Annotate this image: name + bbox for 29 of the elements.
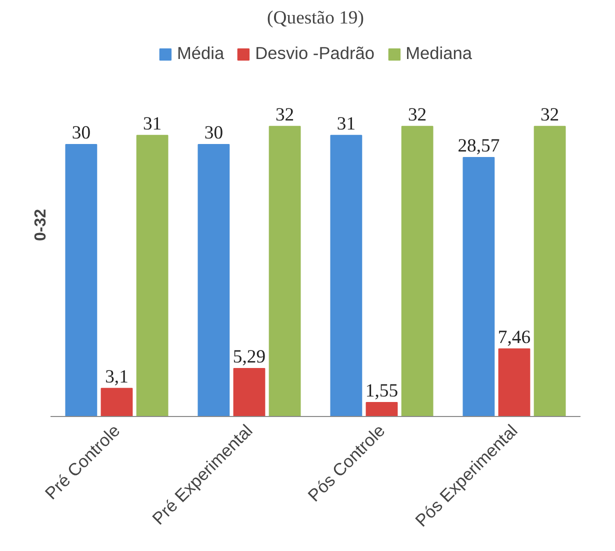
- data-label: 32: [540, 104, 560, 126]
- data-label: 7,46: [498, 326, 531, 348]
- data-label: 1,55: [365, 380, 398, 402]
- data-label: 32: [408, 104, 427, 126]
- data-label: 30: [204, 122, 224, 144]
- bar: [233, 368, 266, 416]
- bar: [100, 388, 133, 416]
- data-label: 32: [275, 104, 294, 126]
- chart-title: (Questão 19): [267, 8, 364, 28]
- y-axis-title: 0-32: [32, 208, 50, 242]
- bar: [330, 134, 362, 416]
- bar: [498, 348, 530, 416]
- data-label: 3,1: [105, 366, 128, 388]
- legend-label: Média: [176, 43, 224, 64]
- data-label: 31: [336, 113, 356, 134]
- bar: [366, 402, 398, 416]
- legend-label: Mediana: [406, 43, 472, 64]
- bar: [136, 134, 168, 416]
- data-label: 30: [72, 122, 91, 144]
- bar: [65, 144, 98, 416]
- legend-label: Desvio -Padrão: [255, 43, 375, 64]
- data-label: 5,29: [232, 346, 266, 368]
- bar: [198, 144, 230, 416]
- bar: [462, 156, 495, 416]
- data-label: 28,57: [458, 135, 500, 156]
- data-label: 31: [142, 113, 162, 134]
- bar: [401, 126, 434, 416]
- bar: [534, 126, 566, 416]
- bar: [268, 126, 301, 416]
